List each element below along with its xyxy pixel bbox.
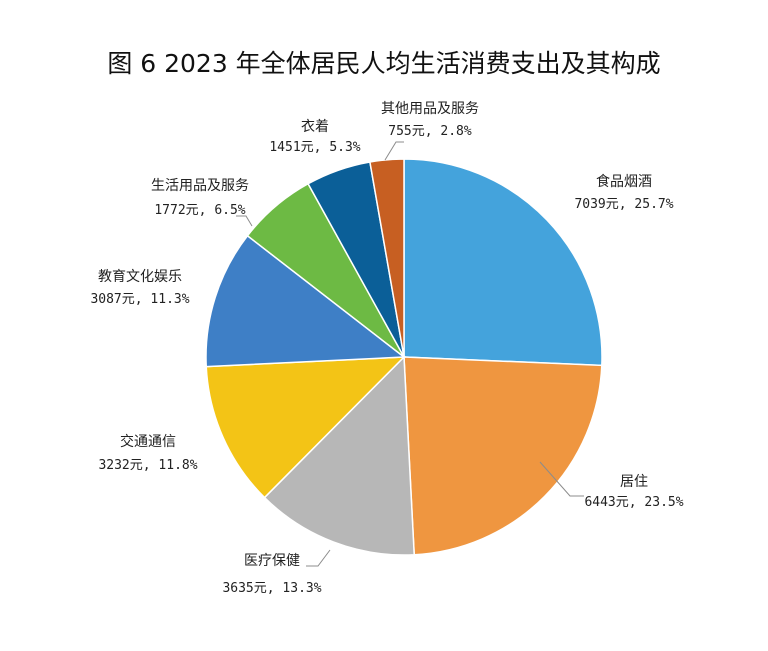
pie-slice — [205, 356, 406, 499]
chart-title: 图 6 2023 年全体居民人均生活消费支出及其构成 — [107, 49, 661, 78]
slice-name-label: 衣着 — [301, 119, 329, 135]
pie-slice — [403, 356, 603, 556]
pie-slice — [205, 234, 407, 368]
slice-value-label: 3635元, 13.3% — [222, 581, 321, 596]
leader-lines — [236, 141, 584, 567]
slice-name-label: 食品烟酒 — [596, 173, 652, 190]
leader-line — [384, 141, 404, 161]
slice-name-label: 居住 — [620, 474, 648, 490]
slice-value-label: 6443元, 23.5% — [584, 495, 683, 510]
slice-name-label: 医疗保健 — [244, 553, 300, 569]
pie-slices — [205, 158, 603, 556]
slice-value-label: 3232元, 11.8% — [98, 458, 197, 473]
slice-name-label: 生活用品及服务 — [151, 178, 249, 194]
pie-slice — [403, 158, 603, 367]
pie-slice — [263, 355, 415, 556]
pie-slice — [369, 158, 405, 358]
slice-value-label: 755元, 2.8% — [388, 124, 472, 139]
slice-name-label: 其他用品及服务 — [381, 101, 479, 117]
slice-value-label: 7039元, 25.7% — [574, 197, 673, 212]
slice-value-label: 3087元, 11.3% — [90, 292, 189, 307]
slice-labels: 食品烟酒 7039元, 25.7% 居住 6443元, 23.5% 医疗保健 3635元,… — [90, 101, 683, 596]
slice-value-label: 1451元, 5.3% — [269, 140, 360, 155]
slice-name-label: 交通通信 — [120, 433, 176, 450]
leader-line — [539, 461, 584, 497]
slice-value-label: 1772元, 6.5% — [154, 203, 245, 218]
leader-line — [236, 215, 253, 227]
slice-name-label: 教育文化娱乐 — [98, 269, 182, 285]
leader-line — [306, 549, 331, 567]
